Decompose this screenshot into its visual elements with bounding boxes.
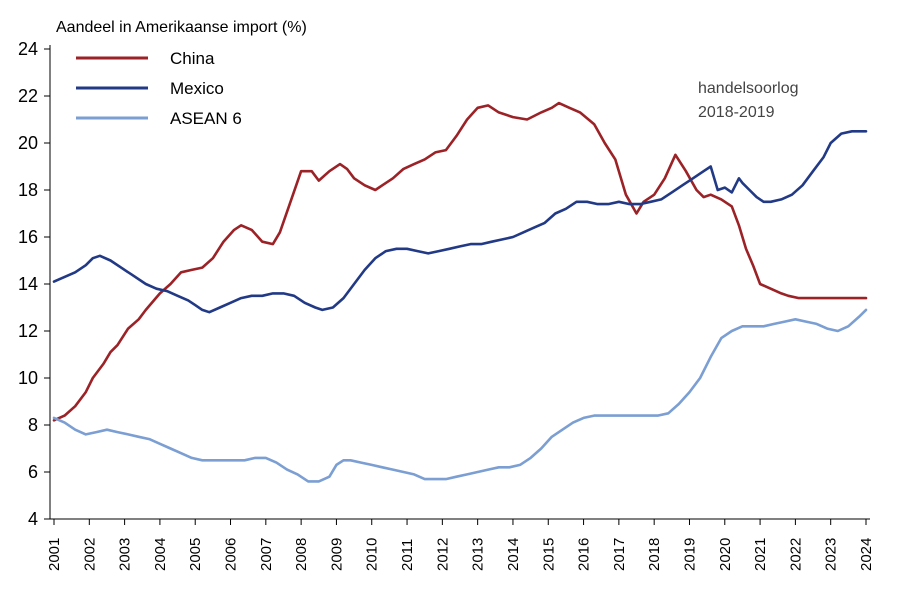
x-tick-label: 2009 xyxy=(328,538,345,571)
x-tick-label: 2014 xyxy=(505,538,522,571)
x-tick-label: 2017 xyxy=(611,538,628,571)
y-tick-label: 6 xyxy=(28,462,38,482)
series-line-mexico xyxy=(52,130,868,314)
annotation-line-2: 2018-2019 xyxy=(698,104,775,121)
legend-label-asean6: ASEAN 6 xyxy=(170,109,242,128)
y-tick-label: 22 xyxy=(18,86,38,106)
series-line-asean6 xyxy=(52,308,868,483)
y-tick-label: 18 xyxy=(18,180,38,200)
x-tick-label: 2022 xyxy=(787,538,804,571)
legend-label-china: China xyxy=(170,49,215,68)
x-tick-label: 2016 xyxy=(576,538,593,571)
y-axis-ticks: 4 6 8 10 12 14 16 18 20 22 24 xyxy=(18,39,50,529)
x-tick-label: 2018 xyxy=(646,538,663,571)
y-tick-label: 8 xyxy=(28,415,38,435)
x-axis-ticks: 2001 2002 2003 2004 2005 2006 2007 2008 2009 2010… xyxy=(46,519,875,571)
y-tick-label: 4 xyxy=(28,509,38,529)
x-tick-label: 2021 xyxy=(752,538,769,571)
x-tick-label: 2001 xyxy=(46,538,63,571)
x-tick-label: 2006 xyxy=(223,538,240,571)
x-tick-label: 2011 xyxy=(399,539,416,571)
x-tick-label: 2003 xyxy=(117,538,134,571)
legend: China Mexico ASEAN 6 xyxy=(76,49,242,128)
series-lines xyxy=(52,101,868,483)
x-tick-label: 2010 xyxy=(364,538,381,571)
x-tick-label: 2008 xyxy=(293,538,310,571)
x-tick-label: 2002 xyxy=(81,538,98,571)
x-tick-label: 2007 xyxy=(258,538,275,571)
y-tick-label: 24 xyxy=(18,39,38,59)
legend-label-mexico: Mexico xyxy=(170,79,224,98)
y-tick-label: 14 xyxy=(18,274,38,294)
annotation-line-1: handelsoorlog xyxy=(698,80,799,97)
x-tick-label: 2015 xyxy=(540,538,557,571)
x-tick-label: 2013 xyxy=(470,538,487,571)
y-tick-label: 20 xyxy=(18,133,38,153)
x-tick-label: 2019 xyxy=(681,538,698,571)
x-tick-label: 2004 xyxy=(152,538,169,571)
y-tick-label: 16 xyxy=(18,227,38,247)
x-tick-label: 2023 xyxy=(823,538,840,571)
x-tick-label: 2024 xyxy=(858,538,875,571)
y-tick-label: 10 xyxy=(18,368,38,388)
x-tick-label: 2020 xyxy=(717,538,734,571)
x-tick-label: 2005 xyxy=(187,538,204,571)
x-tick-label: 2012 xyxy=(434,538,451,571)
y-tick-label: 12 xyxy=(18,321,38,341)
series-line-china xyxy=(52,101,868,422)
y-axis-title: Aandeel in Amerikaanse import (%) xyxy=(56,19,307,36)
